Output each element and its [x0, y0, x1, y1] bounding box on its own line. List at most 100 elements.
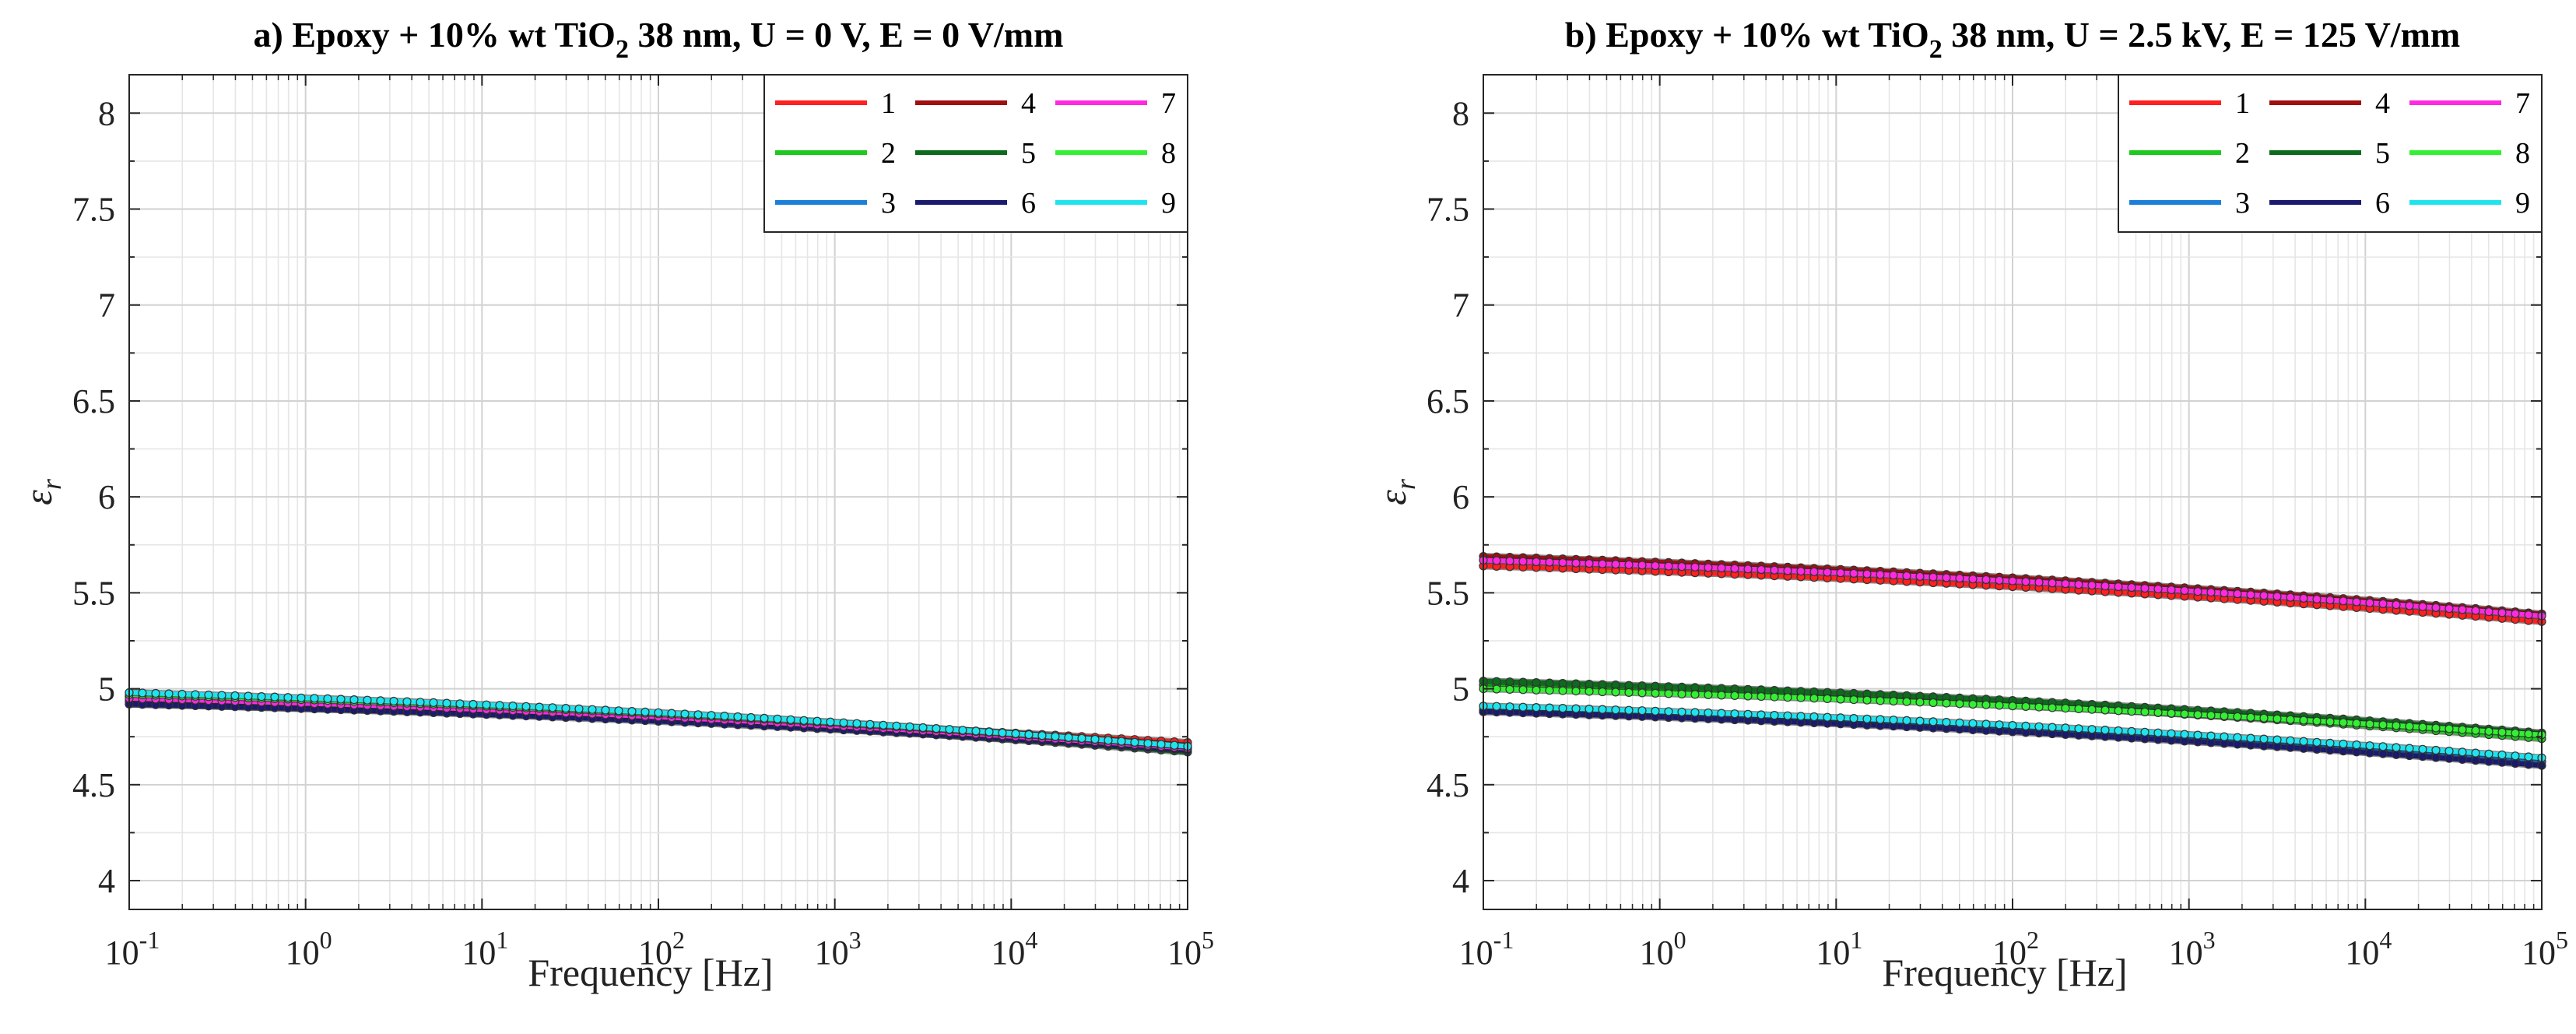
- data-point: [905, 722, 914, 732]
- data-point: [138, 688, 147, 698]
- data-point: [1955, 718, 1964, 728]
- data-point: [2511, 728, 2520, 738]
- data-point: [1757, 691, 1766, 702]
- data-point: [799, 716, 809, 725]
- data-point: [892, 721, 901, 730]
- data-point: [2339, 596, 2348, 606]
- data-point: [1928, 717, 1938, 726]
- data-point: [1862, 695, 1872, 705]
- y-tick-label: 5: [1452, 670, 1469, 709]
- y-tick-label: 7: [1452, 287, 1469, 325]
- y-tick-label: 8: [98, 94, 115, 132]
- data-point: [2034, 722, 2044, 731]
- data-point: [971, 726, 981, 736]
- data-point: [1876, 570, 1885, 579]
- data-point: [1942, 717, 1951, 727]
- data-point: [2339, 718, 2348, 727]
- data-point: [1492, 677, 1501, 686]
- data-point: [2074, 704, 2083, 714]
- data-point: [2497, 727, 2507, 737]
- data-point: [614, 706, 623, 716]
- data-point: [958, 726, 967, 735]
- legend-item-1: 1: [2129, 87, 2250, 120]
- legend-item-9: 9: [1055, 187, 1176, 220]
- y-tick-label: 6.5: [72, 382, 115, 420]
- data-point: [1505, 677, 1514, 687]
- data-point: [826, 717, 835, 726]
- data-point: [2418, 723, 2427, 732]
- y-tick-label: 5.5: [72, 574, 115, 612]
- legend-label: 2: [2235, 137, 2250, 170]
- legend-label: 3: [2235, 187, 2250, 220]
- data-point: [2497, 750, 2507, 760]
- data-point: [984, 727, 994, 737]
- data-point: [2524, 610, 2533, 620]
- data-point: [1090, 734, 1100, 744]
- legend-label: 9: [1161, 187, 1176, 220]
- data-point: [601, 705, 610, 715]
- data-point: [1598, 559, 1607, 568]
- data-point: [1585, 687, 1594, 696]
- data-point: [1051, 732, 1060, 741]
- data-point: [376, 696, 385, 705]
- data-point: [1928, 572, 1938, 582]
- data-point: [1505, 702, 1514, 712]
- data-point: [1611, 680, 1620, 690]
- data-point: [1915, 716, 1925, 726]
- data-point: [2405, 751, 2414, 761]
- data-point: [1624, 705, 1634, 715]
- data-point: [1849, 568, 1858, 579]
- data-point: [1981, 575, 1991, 585]
- data-point: [667, 709, 676, 718]
- data-point: [2458, 605, 2467, 614]
- data-point: [1532, 677, 1541, 688]
- data-point: [1545, 557, 1554, 567]
- data-point: [1492, 702, 1501, 711]
- data-point: [2444, 746, 2454, 756]
- data-point: [1955, 699, 1964, 709]
- data-point: [1836, 713, 1845, 723]
- x-tick-label: 102: [638, 926, 685, 972]
- data-point: [1545, 686, 1554, 695]
- x-tick-label: 10-1: [105, 926, 160, 972]
- data-point: [1651, 706, 1660, 716]
- data-point: [707, 711, 716, 720]
- legend-item-9: 9: [2409, 187, 2530, 220]
- data-point: [1064, 733, 1073, 742]
- x-tick-label: 104: [2345, 926, 2392, 972]
- legend-label: 4: [2375, 87, 2390, 120]
- data-point: [1823, 694, 1832, 704]
- data-point: [1518, 677, 1528, 687]
- data-point: [164, 689, 174, 698]
- data-point: [2246, 733, 2255, 743]
- data-point: [1598, 687, 1607, 697]
- data-point: [2180, 709, 2189, 719]
- data-point: [654, 708, 663, 717]
- data-point: [2418, 602, 2427, 611]
- legend-item-6: 6: [2269, 187, 2390, 220]
- data-point: [2524, 752, 2533, 761]
- data-point: [1545, 703, 1554, 712]
- data-point: [2352, 719, 2361, 728]
- data-point: [1704, 690, 1713, 700]
- data-point: [177, 689, 187, 699]
- legend-label: 5: [1021, 137, 1036, 170]
- data-point: [323, 694, 332, 704]
- data-point: [1968, 699, 1978, 709]
- data-point: [1968, 574, 1978, 584]
- data-point: [2378, 742, 2388, 751]
- data-point: [2497, 608, 2507, 617]
- data-point: [1902, 571, 1911, 581]
- data-point: [469, 699, 478, 709]
- data-point: [442, 698, 451, 708]
- data-point: [2405, 744, 2414, 753]
- data-point: [2458, 725, 2467, 734]
- data-point: [879, 720, 888, 730]
- data-point: [2272, 714, 2282, 723]
- data-point: [2127, 706, 2136, 716]
- data-point: [1545, 678, 1554, 688]
- data-point: [257, 691, 266, 702]
- y-tick-label: 6: [1452, 478, 1469, 516]
- data-point: [2484, 757, 2494, 766]
- data-point: [1796, 712, 1806, 721]
